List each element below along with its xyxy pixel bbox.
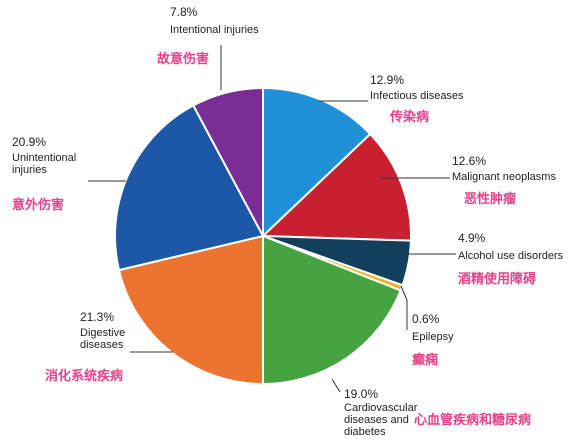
slice-english-label-5: Digestive diseases <box>80 327 125 351</box>
slice-english-label-7: Intentional injuries <box>170 24 259 36</box>
slice-english-label-0: Infectious diseases <box>370 90 464 102</box>
slice-percent-label-6: 20.9% <box>12 135 46 149</box>
pie-slice-6 <box>114 104 265 272</box>
pie-slice-1 <box>260 132 412 242</box>
slice-percent-label-3: 0.6% <box>412 312 440 326</box>
slice-chinese-label-5: 消化系统疾病 <box>45 368 123 384</box>
slice-percent-label-0: 12.9% <box>370 73 404 87</box>
slice-chinese-label-7: 故意伤害 <box>157 51 209 67</box>
slice-chinese-label-0: 传染病 <box>389 109 429 125</box>
slice-chinese-label-6: 意外伤害 <box>12 197 64 213</box>
leader-line-3 <box>400 285 408 330</box>
pie-slice-7 <box>191 86 264 237</box>
pie-slice-4 <box>262 234 402 386</box>
slice-percent-label-1: 12.6% <box>452 154 486 168</box>
slice-percent-label-2: 4.9% <box>458 231 486 245</box>
slice-english-label-6: Unintentional injuries <box>12 152 76 176</box>
slice-percent-label-5: 21.3% <box>80 310 114 324</box>
slice-chinese-label-4: 心血管疾病和糖尿病 <box>414 412 531 428</box>
slice-chinese-label-3: 癫痫 <box>412 352 438 368</box>
slice-english-label-3: Epilepsy <box>412 331 454 343</box>
slice-english-label-2: Alcohol use disorders <box>458 250 564 262</box>
pie-slice-0 <box>262 86 372 239</box>
slice-percent-label-4: 19.0% <box>344 387 378 401</box>
slice-chinese-label-2: 酒精使用障碍 <box>458 271 536 287</box>
slice-english-label-1: Malignant neoplasms <box>452 171 556 183</box>
leader-line-4 <box>331 378 341 393</box>
slice-percent-label-7: 7.8% <box>170 5 198 19</box>
slice-english-label-4: Cardiovascular diseases and diabetes <box>344 402 418 438</box>
slice-chinese-label-1: 恶性肿瘤 <box>464 191 516 207</box>
